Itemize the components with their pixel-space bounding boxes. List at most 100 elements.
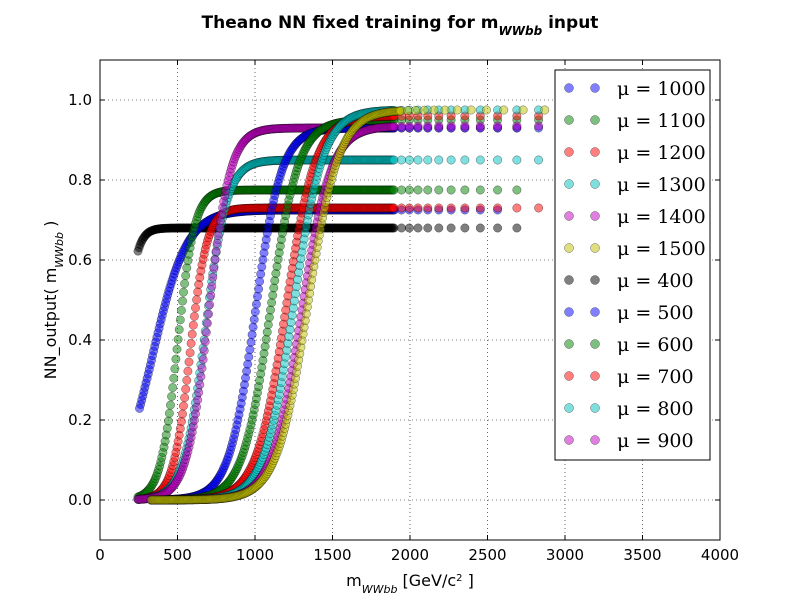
data-point [403,106,413,116]
y-tick-label: 0.6 [68,251,92,269]
x-tick-label: 500 [163,546,192,564]
data-point [512,185,522,195]
data-point [262,327,272,337]
data-point [423,121,433,131]
data-point [198,355,208,365]
x-axis-label: mWWbb [GeV/c2 ] [346,571,474,596]
data-point [169,373,179,383]
data-point [193,395,203,405]
data-point [413,155,423,165]
data-point [201,328,211,337]
legend-marker [564,403,574,413]
x-tick-label: 4000 [701,546,739,564]
data-point [251,299,261,309]
data-point [202,318,212,328]
data-point [192,295,202,305]
data-point [171,354,181,364]
data-point [254,284,264,294]
data-point [423,155,433,165]
data-point [250,307,260,317]
legend-entry: μ = 900 [617,430,694,452]
data-point [176,305,186,315]
data-point [264,312,274,322]
data-point [183,366,193,376]
data-point [499,105,509,115]
data-point [168,383,178,393]
legend-entry: μ = 500 [617,302,694,324]
data-point [493,185,503,195]
data-point [446,155,456,165]
data-point [253,292,262,301]
chart-title: Theano NN fixed training for mWWbb input [202,13,599,38]
data-point [167,392,177,401]
data-point [512,223,522,233]
data-points [133,105,704,505]
data-point [187,329,197,339]
data-point [434,185,444,195]
data-point [413,203,423,213]
data-point [404,121,414,131]
data-point [446,223,456,233]
legend-marker [564,147,574,157]
data-point [211,246,221,256]
series-points [146,121,625,505]
legend-marker [590,403,600,413]
data-point [197,363,207,373]
data-point [493,203,503,213]
data-point [193,287,203,297]
data-point [174,325,184,335]
data-point [397,203,406,213]
legend-marker [564,211,574,221]
data-point [397,185,406,195]
data-point [213,231,223,240]
data-point [466,105,476,115]
data-point [512,203,522,213]
legend-marker [590,211,600,221]
legend-marker [590,83,600,93]
data-point [404,223,414,233]
data-point [389,185,399,195]
data-point [413,223,423,233]
data-point [179,287,188,297]
data-point [205,300,215,310]
data-point [176,417,186,426]
series-points [146,105,595,505]
data-point [209,263,219,273]
data-point [247,330,257,340]
data-point [181,271,191,281]
data-point [404,185,414,195]
data-point [248,322,258,332]
data-point [200,337,210,347]
data-point [460,185,470,195]
data-point [460,155,470,165]
legend-box [554,69,711,461]
data-point [246,337,256,347]
data-point [452,105,462,115]
data-point [413,185,423,195]
data-point [413,121,423,131]
data-point [180,279,190,289]
data-point [475,223,485,233]
x-tick-label: 0 [95,546,105,564]
data-point [404,155,414,165]
legend-entry: μ = 600 [617,334,694,356]
data-point [475,121,485,131]
data-point [404,203,414,213]
legend-marker [564,179,574,189]
y-tick-label: 0.8 [68,171,92,189]
x-tick-label: 1000 [236,546,274,564]
data-point [195,380,205,390]
legend-marker [590,179,600,189]
legend-marker [590,371,600,381]
data-point [475,203,485,213]
data-point [446,121,456,131]
data-point [194,388,204,397]
legend-entry: μ = 1400 [617,206,706,228]
data-point [429,105,439,115]
data-point [475,155,485,165]
legend-entry: μ = 400 [617,270,694,292]
legend-marker [590,147,600,157]
data-point [266,305,275,315]
legend-marker [590,307,600,317]
